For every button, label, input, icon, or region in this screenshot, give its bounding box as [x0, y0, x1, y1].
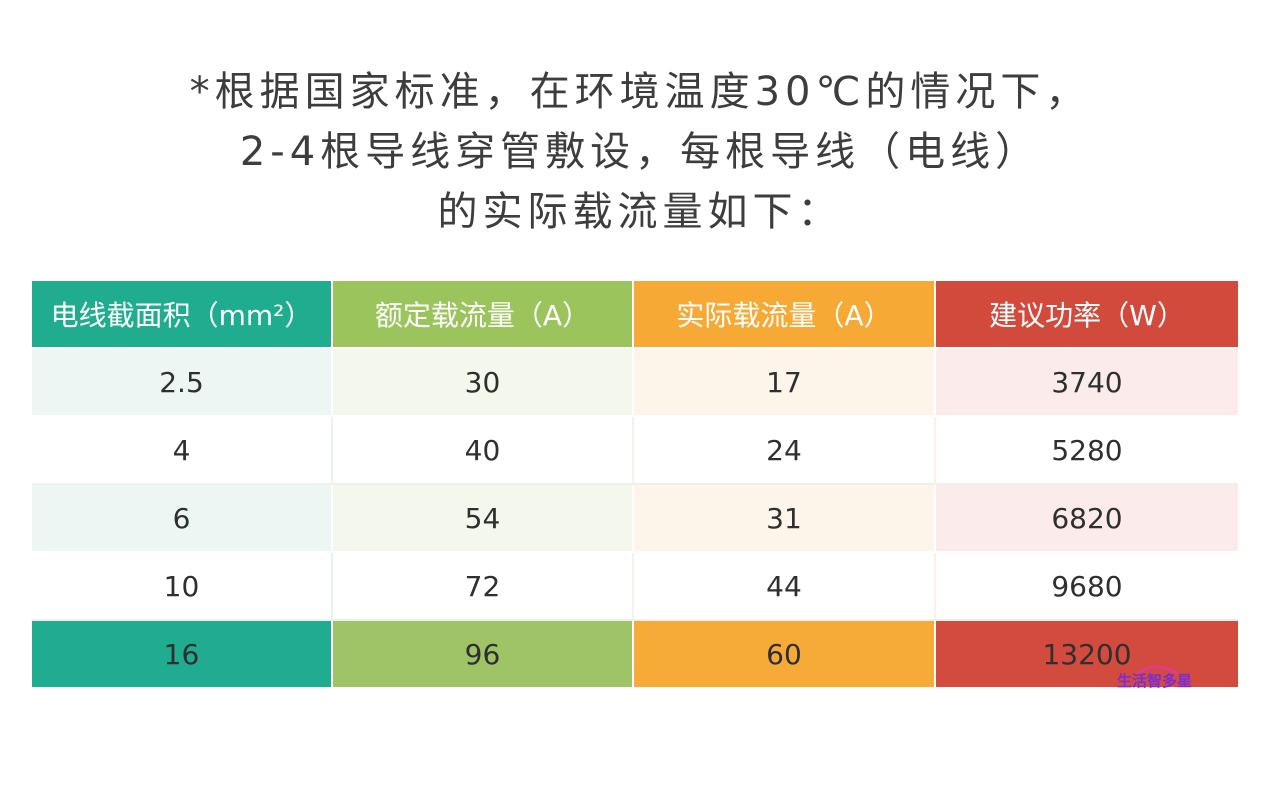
watermark-arc-icon [1136, 665, 1178, 674]
table-row: 10 72 44 9680 [32, 553, 1238, 621]
current-capacity-table: 电线截面积（mm²） 额定载流量（A） 实际载流量（A） 建议功率（W） 2.5… [32, 281, 1238, 687]
cell-actual-current: 17 [634, 349, 936, 417]
watermark-text: 生活智多星 [1117, 672, 1193, 690]
cell-actual-current: 31 [634, 485, 936, 553]
watermark-logo: 生活智多星 [1113, 664, 1193, 694]
cell-cross-section: 2.5 [32, 349, 333, 417]
cell-rated-current: 30 [333, 349, 634, 417]
table-row: 6 54 31 6820 [32, 485, 1238, 553]
cell-cross-section: 6 [32, 485, 333, 553]
cell-suggested-power: 13200 [936, 621, 1238, 687]
cell-actual-current: 44 [634, 553, 936, 621]
cell-suggested-power: 9680 [936, 553, 1238, 621]
intro-line-2: 2-4根导线穿管敷设，每根导线（电线） [239, 129, 1041, 175]
intro-line-1: *根据国家标准，在环境温度30℃的情况下， [189, 69, 1091, 115]
intro-line-3: 的实际载流量如下： [437, 189, 843, 235]
cell-rated-current: 96 [333, 621, 634, 687]
table-row: 2.5 30 17 3740 [32, 349, 1238, 417]
table-row: 4 40 24 5280 [32, 417, 1238, 485]
cell-cross-section: 10 [32, 553, 333, 621]
cell-cross-section: 4 [32, 417, 333, 485]
cell-actual-current: 24 [634, 417, 936, 485]
header-suggested-power: 建议功率（W） [936, 281, 1238, 349]
cell-rated-current: 40 [333, 417, 634, 485]
table-row-highlight: 16 96 60 13200 [32, 621, 1238, 687]
cell-actual-current: 60 [634, 621, 936, 687]
table-header-row: 电线截面积（mm²） 额定载流量（A） 实际载流量（A） 建议功率（W） [32, 281, 1238, 349]
cell-suggested-power: 3740 [936, 349, 1238, 417]
header-wire-cross-section: 电线截面积（mm²） [32, 281, 333, 349]
cell-cross-section: 16 [32, 621, 333, 687]
cell-rated-current: 54 [333, 485, 634, 553]
intro-text: *根据国家标准，在环境温度30℃的情况下， 2-4根导线穿管敷设，每根导线（电线… [0, 62, 1280, 242]
header-rated-current: 额定载流量（A） [333, 281, 634, 349]
header-actual-current: 实际载流量（A） [634, 281, 936, 349]
cell-suggested-power: 5280 [936, 417, 1238, 485]
cell-suggested-power: 6820 [936, 485, 1238, 553]
cell-rated-current: 72 [333, 553, 634, 621]
